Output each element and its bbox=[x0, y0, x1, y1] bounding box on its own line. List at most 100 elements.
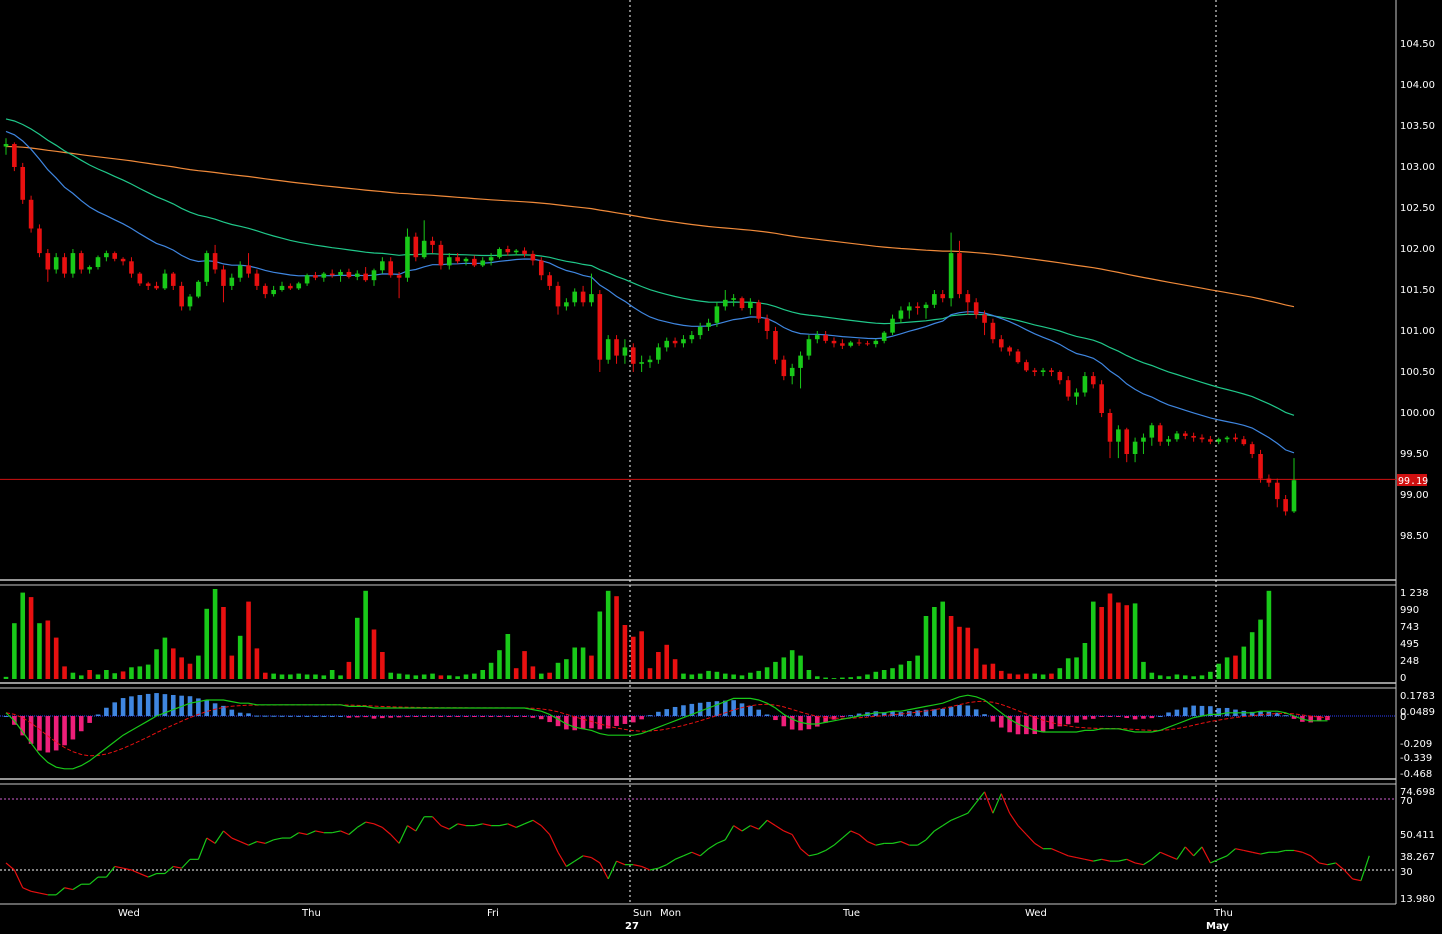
volume-bar bbox=[346, 661, 352, 679]
volume-bar bbox=[982, 664, 987, 679]
rsi-line-segment bbox=[1302, 851, 1311, 857]
volume-tick: 495 bbox=[1400, 639, 1419, 650]
candle-body bbox=[296, 283, 302, 289]
volume-bar bbox=[1057, 668, 1063, 679]
candle-body bbox=[898, 310, 904, 319]
macd-histogram-bar bbox=[789, 716, 795, 730]
volume-bar bbox=[664, 644, 670, 679]
macd-histogram-bar bbox=[706, 701, 711, 716]
rsi-line-segment bbox=[566, 860, 576, 867]
macd-histogram-bar bbox=[1249, 711, 1255, 716]
candle-body bbox=[505, 249, 511, 253]
candle-body bbox=[179, 285, 184, 307]
rsi-line-segment bbox=[1168, 855, 1178, 860]
volume-bar bbox=[1174, 674, 1180, 679]
volume-tick: 248 bbox=[1400, 656, 1419, 667]
macd-histogram-bar bbox=[296, 715, 302, 717]
candle-body bbox=[1057, 372, 1063, 381]
rsi-line-segment bbox=[381, 826, 392, 835]
candle-body bbox=[338, 271, 343, 276]
macd-histogram-bar bbox=[1065, 716, 1071, 725]
candle-body bbox=[739, 298, 745, 309]
rsi-line-segment bbox=[1235, 848, 1244, 852]
rsi-line-segment bbox=[724, 825, 735, 841]
candle-body bbox=[1099, 384, 1104, 413]
volume-bar bbox=[806, 670, 812, 679]
candle-body bbox=[271, 290, 276, 295]
macd-histogram-bar bbox=[1049, 716, 1054, 729]
rsi-line-segment bbox=[1318, 862, 1328, 866]
volume-bar bbox=[614, 596, 619, 679]
candle-body bbox=[37, 228, 42, 254]
macd-histogram-bar bbox=[513, 716, 519, 717]
candle-body bbox=[614, 339, 619, 356]
macd-histogram-bar bbox=[129, 696, 134, 716]
volume-bar bbox=[421, 674, 427, 679]
volume-tick: 743 bbox=[1400, 622, 1419, 633]
rsi-line-segment bbox=[415, 816, 425, 832]
rsi-line-segment bbox=[708, 842, 718, 850]
macd-histogram-bar bbox=[430, 716, 435, 717]
price-tick: 103.50 bbox=[1400, 121, 1435, 132]
volume-bar bbox=[1266, 590, 1272, 679]
candle-body bbox=[1283, 499, 1288, 512]
rsi-line-segment bbox=[808, 853, 818, 857]
candle-body bbox=[112, 253, 118, 259]
macd-histogram-bar bbox=[154, 693, 159, 716]
panel-borders bbox=[0, 0, 1397, 905]
candle-body bbox=[664, 340, 670, 348]
rsi-line-segment bbox=[432, 816, 442, 827]
volume-bar bbox=[932, 607, 937, 679]
volume-bar bbox=[781, 657, 787, 679]
volume-bar bbox=[1233, 655, 1238, 679]
volume-bar bbox=[990, 663, 996, 679]
candle-body bbox=[1090, 376, 1096, 385]
macd-histogram-bar bbox=[1166, 712, 1171, 716]
macd-histogram-bar bbox=[380, 716, 385, 719]
volume-bar bbox=[1032, 673, 1038, 679]
candle-body bbox=[731, 298, 736, 300]
candle-body bbox=[856, 342, 862, 344]
candle-body bbox=[154, 285, 159, 289]
volume-bar bbox=[229, 655, 235, 679]
volume-bar bbox=[1024, 673, 1029, 679]
candle-body bbox=[488, 257, 494, 261]
rsi-line-segment bbox=[1277, 849, 1286, 853]
macd-histogram-bar bbox=[28, 716, 34, 744]
candle-body bbox=[681, 339, 686, 344]
volume-bar bbox=[656, 652, 661, 679]
rsi-line-segment bbox=[967, 802, 977, 814]
candle-body bbox=[137, 273, 143, 284]
macd-histogram-bar bbox=[1316, 716, 1322, 722]
volume-bar bbox=[1199, 675, 1205, 679]
volume-bar bbox=[1224, 657, 1230, 679]
volume-bar bbox=[672, 659, 678, 679]
rsi-line-segment bbox=[950, 816, 960, 821]
candle-body bbox=[1166, 439, 1171, 442]
candle-body bbox=[940, 294, 946, 299]
volume-bar bbox=[547, 672, 552, 679]
candle-body bbox=[1024, 362, 1029, 371]
volume-bar bbox=[731, 674, 736, 679]
rsi-line-segment bbox=[114, 865, 124, 869]
volume-bar bbox=[1166, 676, 1171, 679]
rsi-line-segment bbox=[1210, 858, 1219, 864]
current-price-label: 99.19 bbox=[1398, 476, 1428, 487]
rsi-line-segment bbox=[1017, 825, 1027, 835]
macd-histogram-bar bbox=[304, 715, 310, 717]
rsi-line-segment bbox=[741, 825, 751, 832]
rsi-tick: 70 bbox=[1400, 796, 1413, 807]
rsi-line-segment bbox=[959, 812, 969, 818]
candle-body bbox=[129, 261, 134, 274]
macd-histogram-bar bbox=[421, 716, 427, 717]
macd-histogram-bar bbox=[664, 709, 670, 716]
rsi-line-segment bbox=[306, 830, 316, 836]
candle-body bbox=[572, 291, 578, 303]
volume-bar bbox=[572, 647, 578, 679]
macd-histogram-bar bbox=[363, 716, 368, 718]
moving-average-fast bbox=[5, 130, 1295, 454]
price-tick: 98.50 bbox=[1400, 531, 1429, 542]
price-axis: 104.50 104.00 103.50 103.00 102.50 102.0… bbox=[1400, 39, 1435, 542]
volume-bar bbox=[714, 671, 720, 679]
